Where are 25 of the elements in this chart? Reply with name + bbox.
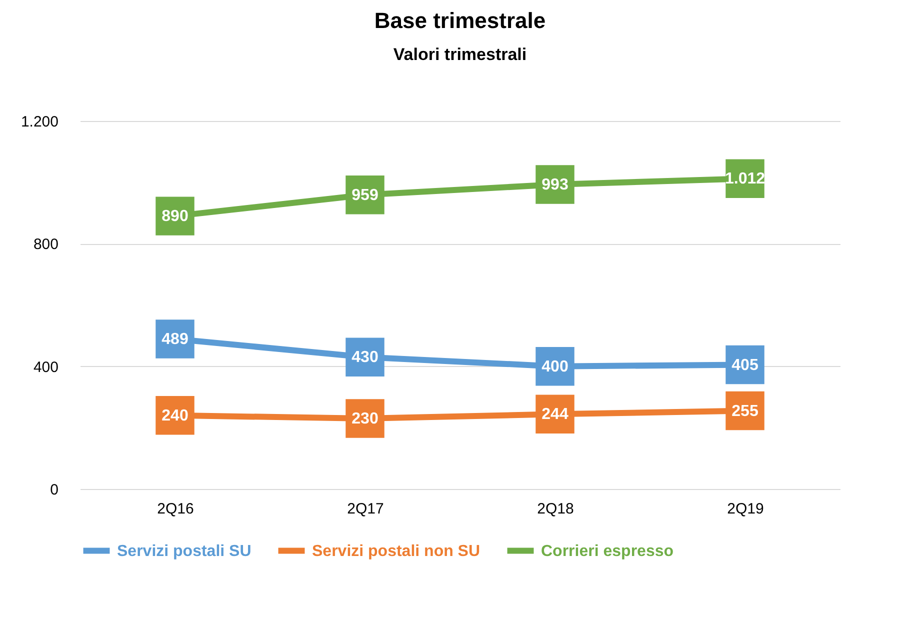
- data-label: 1.012: [724, 170, 766, 188]
- legend-label: Corrieri espresso: [541, 542, 674, 560]
- data-label: 890: [162, 208, 188, 226]
- data-label: 400: [542, 358, 568, 376]
- data-label: 405: [732, 356, 758, 374]
- x-tick-label: 2Q18: [537, 500, 574, 518]
- data-label: 993: [542, 176, 568, 194]
- data-label: 489: [162, 331, 188, 348]
- x-tick-label: 2Q19: [727, 500, 764, 518]
- legend-label: Servizi postali SU: [117, 542, 252, 560]
- data-label: 255: [732, 402, 758, 420]
- legend-label: Servizi postali non SU: [312, 542, 480, 560]
- x-tick-label: 2Q17: [347, 500, 384, 518]
- data-label: 244: [542, 406, 568, 424]
- x-tick-label: 2Q16: [157, 500, 194, 518]
- data-label: 959: [352, 186, 378, 204]
- y-tick-label: 0: [50, 482, 58, 498]
- y-tick-label: 1.200: [20, 114, 58, 130]
- chart-subtitle: Valori trimestrali: [393, 45, 527, 64]
- y-tick-label: 400: [33, 358, 58, 376]
- data-label: 230: [352, 410, 378, 428]
- chart-title: Base trimestrale: [374, 8, 546, 33]
- data-label: 430: [352, 349, 378, 366]
- y-tick-label: 800: [33, 236, 58, 254]
- data-label: 240: [162, 407, 188, 424]
